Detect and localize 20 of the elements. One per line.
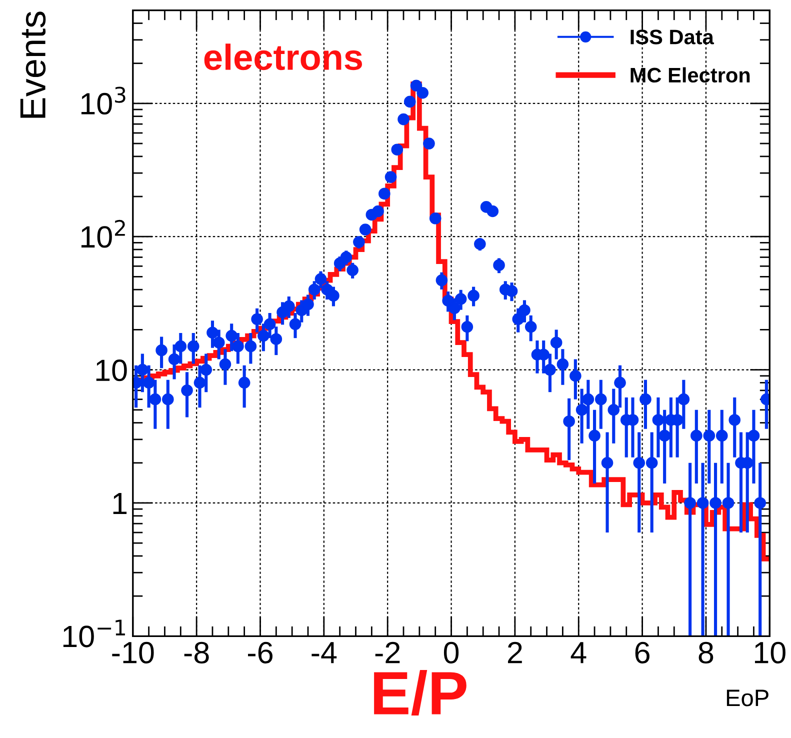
- text: E/P: [374, 670, 466, 716]
- x-tick-label: 6: [635, 642, 650, 664]
- x-axis-title: EoP: [726, 690, 768, 706]
- x-tick-label: -8: [184, 642, 209, 664]
- y-axis-title: Events: [20, 12, 46, 118]
- x-tick-label: -6: [248, 642, 272, 664]
- x-tick-label: 8: [698, 642, 714, 664]
- x-tick-label: -2: [375, 642, 400, 664]
- y-tick-label: 1: [113, 493, 127, 514]
- y-tick-label: 10: [96, 360, 127, 382]
- x-tick-label: 10: [754, 642, 786, 664]
- legend-label: ISS Data: [630, 30, 714, 44]
- annotation: electrons: [204, 44, 362, 70]
- x-tick-label: 2: [508, 642, 522, 664]
- legend-label: MC Electron: [630, 67, 750, 83]
- x-tick-label: 0: [444, 642, 459, 664]
- x-tick-label: -4: [312, 642, 337, 664]
- y-tick-label: 10$^{3}$: [81, 86, 126, 115]
- x-tick-label: 4: [570, 642, 586, 664]
- y-tick-label: 10$^{2}$: [81, 220, 125, 248]
